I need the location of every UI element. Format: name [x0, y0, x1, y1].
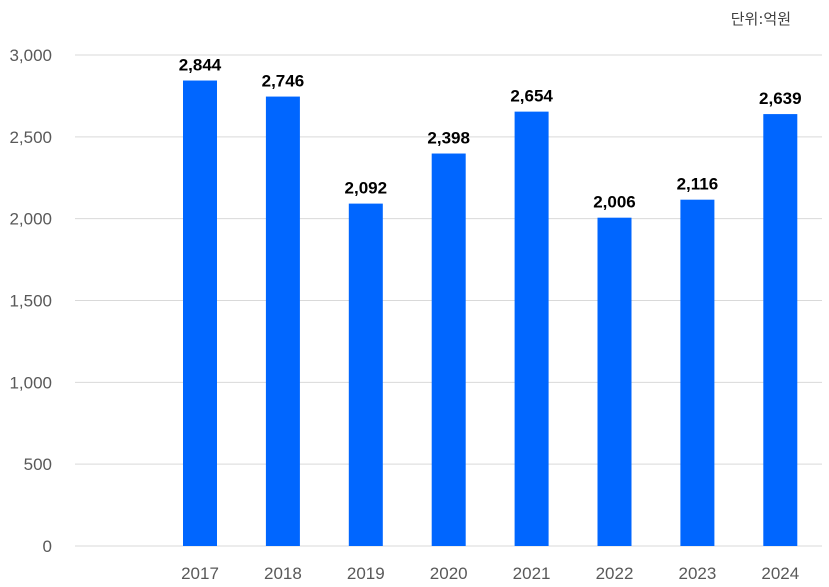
y-tick-label: 500: [24, 455, 52, 474]
bar-2019: [348, 203, 383, 547]
x-tick-label: 2022: [596, 564, 634, 583]
data-label-2022: 2,006: [593, 193, 636, 212]
data-label-2017: 2,844: [179, 56, 222, 75]
data-label-2021: 2,654: [510, 87, 553, 106]
bar-2018: [265, 96, 300, 546]
data-label-2018: 2,746: [262, 72, 305, 91]
y-tick-label: 2,500: [9, 128, 52, 147]
bar-2020: [431, 153, 466, 546]
bar-2021: [514, 111, 549, 547]
data-label-2020: 2,398: [427, 129, 470, 148]
y-tick-label: 1,000: [9, 373, 52, 392]
unit-label: 단위:억원: [730, 10, 791, 28]
x-tick-label: 2020: [430, 564, 468, 583]
x-tick-label: 2023: [678, 564, 716, 583]
y-axis: 0 500 1,000 1,500 2,000 2,500 3,000: [9, 46, 52, 556]
bar-2024: [763, 114, 798, 546]
x-tick-label: 2019: [347, 564, 385, 583]
x-tick-label: 2021: [513, 564, 551, 583]
y-tick-label: 1,500: [9, 292, 52, 311]
data-label-2024: 2,639: [759, 89, 802, 108]
data-labels: 2,844 2,746 2,092 2,398 2,654 2,006 2,116 2,639: [179, 56, 802, 212]
x-axis: 2017 2018 2019 2020 2021 2022 2023 2024: [181, 564, 799, 583]
bars: [183, 80, 798, 547]
x-tick-label: 2024: [761, 564, 799, 583]
bar-2022: [597, 217, 632, 546]
y-tick-label: 2,000: [9, 210, 52, 229]
data-label-2023: 2,116: [677, 175, 719, 194]
x-tick-label: 2018: [264, 564, 302, 583]
y-tick-label: 3,000: [9, 46, 52, 65]
y-tick-label: 0: [43, 537, 52, 556]
data-label-2019: 2,092: [345, 179, 388, 198]
bar-2023: [680, 199, 715, 546]
bar-2017: [183, 80, 217, 547]
x-tick-label: 2017: [181, 564, 219, 583]
